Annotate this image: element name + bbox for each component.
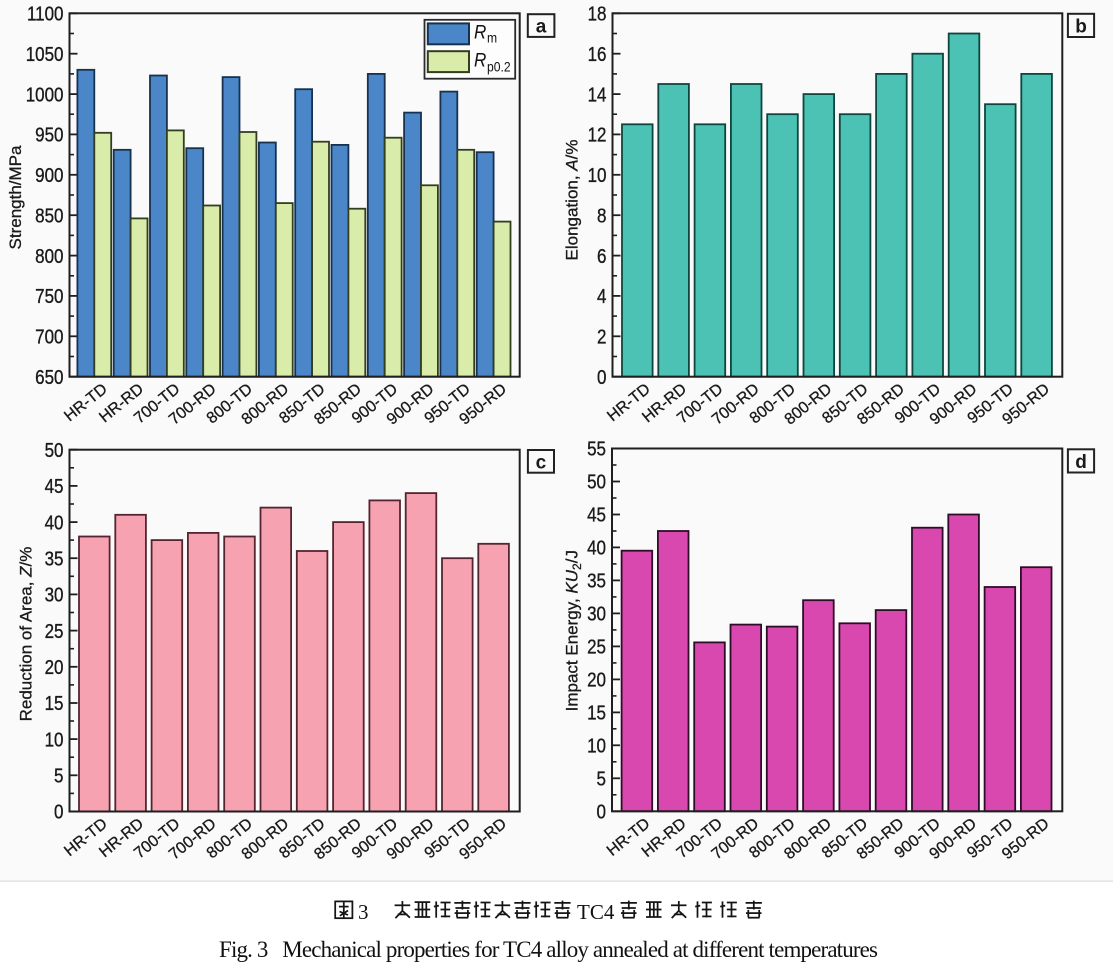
svg-text:0: 0: [597, 800, 606, 823]
svg-text:18: 18: [588, 2, 607, 25]
svg-text:10: 10: [45, 728, 64, 751]
svg-text:1050: 1050: [26, 43, 64, 66]
svg-text:12: 12: [588, 123, 607, 146]
svg-text:0: 0: [54, 800, 63, 823]
svg-text:900: 900: [35, 164, 63, 187]
svg-text:20: 20: [587, 668, 606, 691]
svg-text:Impact Energy, KU2/J: Impact Energy, KU2/J: [563, 550, 585, 711]
svg-text:5: 5: [54, 764, 63, 787]
svg-text:p0.2: p0.2: [487, 59, 511, 75]
svg-text:750: 750: [35, 285, 63, 308]
svg-text:b: b: [1075, 16, 1087, 37]
svg-text:45: 45: [587, 503, 606, 526]
svg-text:3: 3: [358, 900, 369, 924]
svg-text:30: 30: [587, 602, 606, 625]
svg-text:1000: 1000: [26, 83, 64, 106]
svg-text:Strength/MPa: Strength/MPa: [6, 145, 25, 249]
svg-text:10: 10: [587, 734, 606, 757]
svg-text:700: 700: [35, 325, 63, 348]
svg-text:35: 35: [587, 569, 606, 592]
svg-text:Reduction of Area, Z/%: Reduction of Area, Z/%: [17, 547, 36, 722]
svg-text:0: 0: [597, 366, 606, 389]
svg-text:650: 650: [35, 366, 63, 389]
svg-text:Elongation, A/%: Elongation, A/%: [562, 140, 581, 261]
svg-text:25: 25: [587, 635, 606, 658]
svg-text:2: 2: [597, 325, 606, 348]
svg-text:6: 6: [597, 244, 606, 267]
svg-text:TC4: TC4: [577, 900, 615, 924]
svg-text:14: 14: [588, 83, 607, 106]
svg-text:5: 5: [597, 767, 606, 790]
svg-text:40: 40: [587, 536, 606, 559]
svg-text:4: 4: [597, 285, 606, 308]
svg-text:R: R: [474, 50, 486, 71]
svg-text:45: 45: [45, 475, 64, 498]
svg-text:950: 950: [35, 123, 63, 146]
svg-text:15: 15: [45, 692, 64, 715]
svg-text:35: 35: [45, 547, 64, 570]
svg-text:R: R: [474, 21, 486, 42]
svg-text:25: 25: [45, 619, 64, 642]
svg-text:1100: 1100: [27, 2, 64, 25]
svg-text:55: 55: [587, 437, 606, 460]
svg-text:15: 15: [587, 701, 606, 724]
svg-text:40: 40: [45, 511, 64, 534]
svg-text:16: 16: [588, 43, 607, 66]
svg-text:20: 20: [45, 656, 64, 679]
svg-text:30: 30: [45, 583, 64, 606]
svg-text:50: 50: [45, 439, 64, 462]
svg-text:800: 800: [35, 244, 63, 267]
svg-text:a: a: [536, 17, 547, 38]
svg-text:c: c: [536, 452, 547, 473]
svg-text:d: d: [1075, 452, 1087, 473]
svg-text:50: 50: [587, 470, 606, 493]
svg-text:10: 10: [588, 164, 607, 187]
svg-text:Fig. 3 Mechanical properties: Fig. 3 Mechanical properties for TC4 all…: [219, 937, 878, 962]
svg-text:850: 850: [35, 204, 63, 227]
svg-text:m: m: [487, 30, 497, 46]
svg-text:8: 8: [597, 204, 606, 227]
